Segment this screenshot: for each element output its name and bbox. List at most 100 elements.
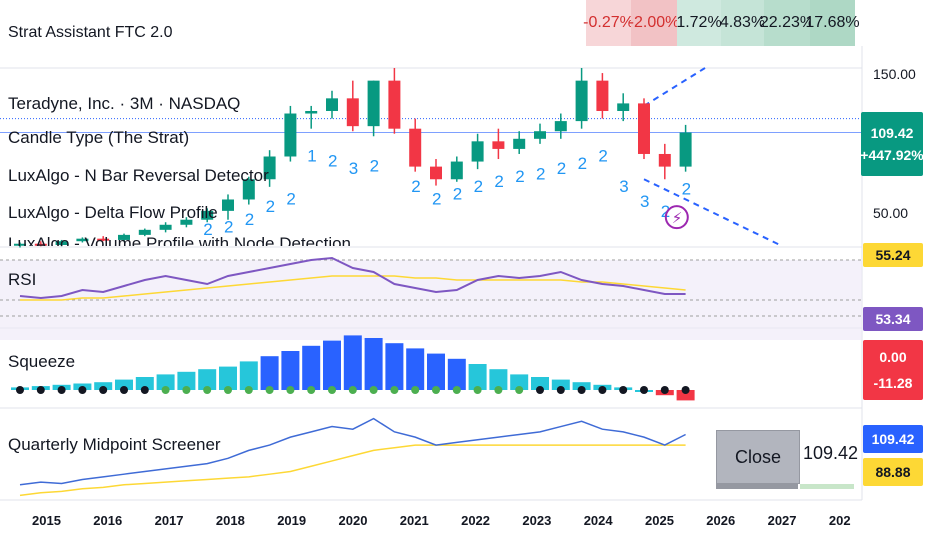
strat-label: 2 bbox=[536, 164, 545, 183]
squeeze-bar bbox=[489, 369, 508, 390]
perf-cell: 4.83% bbox=[720, 0, 765, 46]
legend-volume-profile[interactable]: LuxAlgo - Volume Profile with Node Detec… bbox=[8, 234, 352, 246]
squeeze-bar bbox=[468, 364, 487, 390]
rsi-band bbox=[0, 260, 862, 340]
candle-body bbox=[617, 103, 630, 111]
close-table-divider bbox=[716, 484, 798, 489]
indicator-title: Strat Assistant FTC 2.0 bbox=[8, 24, 173, 41]
strat-label: 2 bbox=[224, 217, 233, 236]
candle-body bbox=[638, 103, 650, 154]
strat-label: 2 bbox=[432, 190, 441, 209]
trendline-upper bbox=[643, 67, 706, 107]
rsi-pane-title[interactable]: RSI bbox=[8, 270, 37, 289]
squeeze-bar bbox=[323, 340, 341, 390]
price-axis-tick-top: 150.00 bbox=[873, 66, 916, 82]
squeeze-bar bbox=[219, 366, 237, 390]
strat-label: 3 bbox=[349, 159, 358, 178]
legend-candle-type[interactable]: Candle Type (The Strat) bbox=[8, 128, 190, 147]
squeeze-pane-title[interactable]: Squeeze bbox=[8, 352, 76, 371]
year-label: 2020 bbox=[338, 513, 368, 528]
strat-label: 2 bbox=[266, 197, 275, 216]
strat-label: 2 bbox=[411, 177, 420, 196]
candle-body bbox=[284, 113, 297, 157]
strat-label: 2 bbox=[578, 154, 587, 173]
candle-body bbox=[471, 141, 484, 162]
year-label: 2022 bbox=[461, 513, 491, 528]
squeeze-dot bbox=[328, 386, 336, 394]
squeeze-bar bbox=[115, 379, 133, 390]
squeeze-dot bbox=[598, 386, 607, 394]
squeeze-dot bbox=[307, 386, 316, 394]
squeeze-dot bbox=[99, 386, 108, 394]
squeeze-dot bbox=[660, 386, 669, 394]
candle-body bbox=[679, 132, 692, 167]
squeeze-bar bbox=[510, 374, 529, 390]
screener-pane-title[interactable]: Quarterly Midpoint Screener bbox=[8, 435, 221, 454]
lightning-bolt-icon: ⚡ bbox=[672, 209, 683, 227]
price-badge: 109.42 +447.92% bbox=[860, 112, 924, 176]
candle-body bbox=[118, 234, 130, 240]
candle-body bbox=[76, 238, 89, 242]
candle-body bbox=[138, 229, 151, 235]
strat-label: 2 bbox=[203, 220, 212, 239]
perf-cell: 1.72% bbox=[676, 0, 722, 46]
perf-cell: -2.00% bbox=[629, 0, 679, 46]
trendline-lower bbox=[643, 178, 781, 246]
price-change: +447.92% bbox=[860, 147, 924, 163]
strat-label: 2 bbox=[557, 159, 566, 178]
year-label: 2025 bbox=[645, 513, 674, 528]
year-label: 2019 bbox=[277, 513, 307, 528]
squeeze-dot bbox=[140, 386, 149, 394]
candle-body bbox=[575, 80, 588, 122]
squeeze-dot bbox=[556, 386, 565, 394]
squeeze-dot bbox=[57, 386, 66, 394]
candle-body bbox=[554, 121, 567, 132]
strat-label: 2 bbox=[598, 147, 607, 166]
price-value: 109.42 bbox=[870, 125, 914, 141]
squeeze-dot bbox=[494, 386, 503, 394]
squeeze-bar bbox=[302, 345, 321, 390]
screener-mid-badge: 88.88 bbox=[863, 458, 923, 486]
perf-cell: 17.68% bbox=[805, 0, 860, 46]
legend-symbol[interactable]: Teradyne, Inc. · 3M · NASDAQ bbox=[8, 94, 241, 113]
candle-body bbox=[305, 110, 318, 114]
squeeze-bar bbox=[427, 353, 445, 390]
squeeze-dot bbox=[203, 386, 212, 394]
strat-label: 2 bbox=[494, 172, 503, 191]
close-table-divider-green bbox=[800, 484, 854, 489]
candle-body bbox=[97, 238, 110, 241]
candle-body bbox=[326, 98, 338, 111]
screener-close-line bbox=[19, 417, 686, 486]
close-value-cell: 109.42 bbox=[803, 443, 859, 463]
legend-n-bar-reversal[interactable]: LuxAlgo - N Bar Reversal Detector bbox=[8, 166, 269, 185]
squeeze-dot bbox=[577, 386, 586, 394]
candle-body bbox=[346, 98, 359, 127]
candle-body bbox=[222, 199, 234, 211]
lightning-icon bbox=[664, 205, 689, 230]
rsi-ma-line bbox=[20, 275, 686, 301]
squeeze-bar bbox=[198, 369, 217, 390]
strat-label: 2 bbox=[682, 179, 691, 198]
candle-body bbox=[409, 128, 422, 167]
squeeze-bar bbox=[156, 374, 175, 390]
squeeze-value-b: -11.28 bbox=[873, 375, 913, 391]
candle-body bbox=[388, 80, 401, 129]
year-label: 2015 bbox=[32, 513, 61, 528]
year-label: 2017 bbox=[154, 513, 184, 528]
strat-label: 1 bbox=[307, 147, 316, 166]
rsi-line bbox=[19, 256, 686, 300]
year-label: 2026 bbox=[706, 513, 736, 528]
legend-delta-flow[interactable]: LuxAlgo - Delta Flow Profile bbox=[8, 203, 218, 222]
price-axis-tick-mid: 50.00 bbox=[873, 205, 909, 221]
candle-body bbox=[201, 210, 214, 220]
screener-close-badge: 109.42 bbox=[863, 425, 923, 453]
squeeze-dot bbox=[286, 386, 295, 394]
strat-label: 2 bbox=[453, 184, 462, 203]
squeeze-badge: 0.00 -11.28 bbox=[863, 340, 923, 400]
squeeze-dot bbox=[432, 386, 440, 394]
rsi-value-badge: 53.34 bbox=[863, 307, 923, 331]
squeeze-dot bbox=[681, 386, 690, 394]
strat-label: 2 bbox=[515, 167, 524, 186]
strat-label: 2 bbox=[245, 210, 254, 229]
